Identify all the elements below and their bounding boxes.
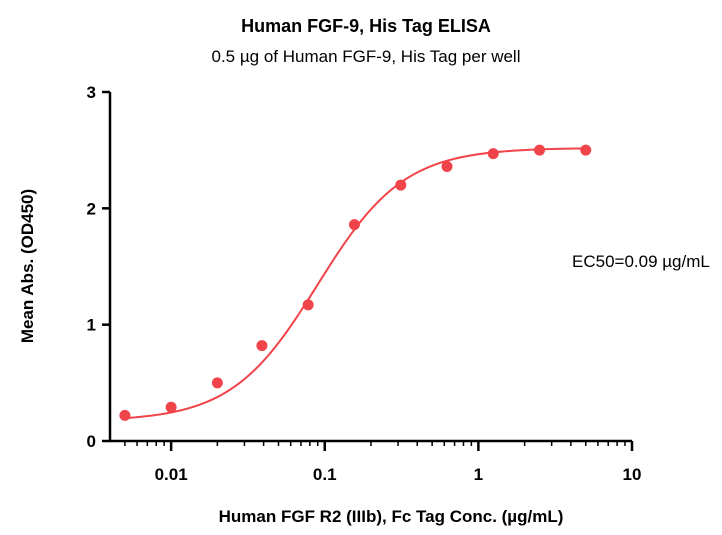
ec50-annotation: EC50=0.09 µg/mL — [572, 252, 710, 271]
data-point — [165, 401, 177, 413]
data-point — [580, 144, 592, 156]
data-point — [119, 409, 131, 421]
data-point — [534, 144, 546, 156]
data-points — [119, 144, 592, 421]
x-tick-label: 0.1 — [313, 465, 337, 484]
chart-subtitle: 0.5 µg of Human FGF-9, His Tag per well — [212, 47, 521, 66]
y-tick-label: 3 — [87, 83, 96, 102]
y-tick-label: 1 — [87, 316, 96, 335]
y-tick-label: 2 — [87, 199, 96, 218]
fit-curve — [124, 147, 586, 420]
x-tick-label: 10 — [623, 465, 642, 484]
y-axis-label: Mean Abs. (OD450) — [18, 189, 37, 343]
data-point — [395, 179, 407, 191]
data-point — [487, 148, 499, 160]
x-tick-label: 0.01 — [155, 465, 188, 484]
data-point — [211, 377, 223, 389]
chart-title: Human FGF-9, His Tag ELISA — [241, 16, 491, 36]
x-axis-label: Human FGF R2 (IIIb), Fc Tag Conc. (µg/mL… — [219, 507, 564, 526]
data-point — [302, 299, 314, 311]
x-tick-label: 1 — [474, 465, 483, 484]
y-tick-label: 0 — [87, 432, 96, 451]
data-point — [256, 340, 268, 352]
data-point — [348, 219, 360, 231]
axes: 0 1 2 3 0.01 0.1 1 10 — [87, 83, 642, 484]
data-point — [441, 160, 453, 172]
